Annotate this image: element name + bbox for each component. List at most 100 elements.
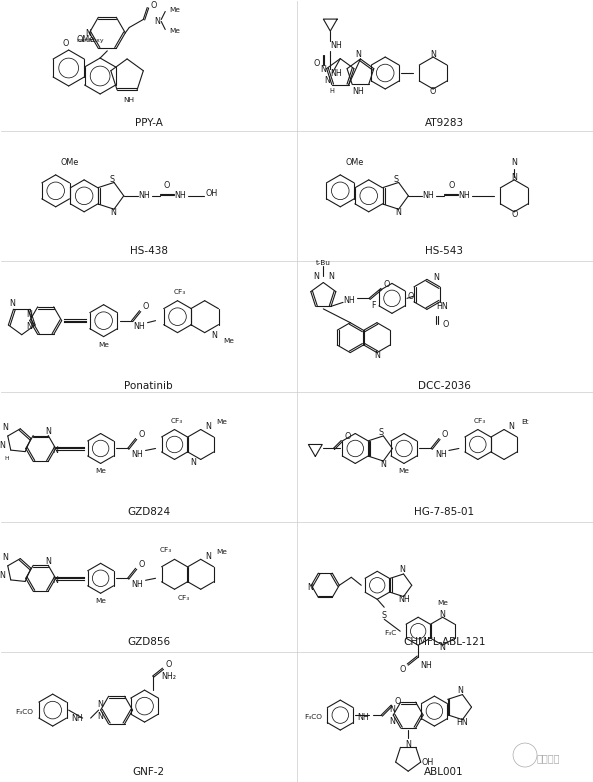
Text: GNF-2: GNF-2 [132,767,165,777]
Text: F₃CO: F₃CO [15,709,34,715]
Text: N: N [9,300,15,308]
Text: CF₃: CF₃ [160,547,171,554]
Text: N: N [0,571,5,579]
Text: N: N [53,576,59,585]
Text: N: N [205,422,211,431]
Text: N: N [26,322,32,331]
Text: Me: Me [216,419,227,425]
Text: CF₃: CF₃ [173,289,186,295]
Text: N: N [433,273,439,282]
Text: N: N [390,716,396,726]
Text: N: N [380,460,386,468]
Text: S: S [379,429,384,437]
Text: AT9283: AT9283 [425,118,464,128]
Text: S: S [382,611,387,620]
Text: NH: NH [420,661,432,669]
Text: CHMFL-ABL-121: CHMFL-ABL-121 [403,637,486,647]
Text: N: N [97,700,103,708]
Text: N: N [211,332,217,340]
Text: OMe: OMe [60,159,79,167]
Text: Et: Et [521,419,529,425]
Text: N: N [511,173,517,182]
Text: methoxy: methoxy [76,38,104,42]
Text: HG-7-85-01: HG-7-85-01 [414,508,474,518]
Text: H: H [330,88,334,94]
Text: O: O [511,210,517,219]
Text: O: O [62,38,69,48]
Text: N: N [154,17,160,26]
Text: N: N [396,208,401,217]
Text: S: S [109,174,114,184]
Text: GZD856: GZD856 [127,637,170,647]
Text: NH: NH [330,69,342,77]
Text: N: N [324,77,330,85]
Text: NH: NH [435,450,447,459]
Text: OH: OH [206,189,218,199]
Text: N: N [2,423,8,432]
Text: O: O [165,660,172,669]
Text: Me: Me [95,468,106,474]
Text: Me: Me [223,338,234,343]
Text: F₃CO: F₃CO [304,714,323,720]
Text: N: N [45,558,51,566]
Text: O: O [164,181,170,190]
Text: N: N [26,310,32,319]
Text: HN: HN [436,302,448,311]
Text: O: O [408,292,414,301]
Text: OH: OH [421,758,433,766]
Text: S: S [394,174,399,184]
Text: O: O [442,430,448,439]
Text: NH: NH [343,296,355,305]
Text: O: O [138,560,145,569]
Text: N: N [430,50,436,59]
Text: N: N [328,271,334,281]
Text: N: N [190,458,196,467]
Text: NH: NH [138,192,149,200]
Text: N: N [457,686,463,695]
Text: N: N [2,553,8,561]
Text: t-Bu: t-Bu [316,260,331,266]
Text: O: O [448,181,454,190]
Text: N: N [509,422,515,431]
Text: NH₂: NH₂ [161,672,176,680]
Text: N: N [405,740,411,748]
Text: DCC-2036: DCC-2036 [417,381,471,390]
Text: N: N [439,644,445,652]
Text: NH: NH [123,97,135,103]
Text: N: N [313,271,319,281]
Text: N: N [511,158,517,167]
Text: O: O [399,665,406,673]
Text: CF₃: CF₃ [170,418,183,424]
Text: N: N [320,65,326,74]
Text: NH: NH [330,41,342,49]
Text: NH: NH [358,712,369,722]
Text: NH: NH [422,192,434,200]
Text: N: N [0,441,5,450]
Text: PPY-A: PPY-A [135,118,162,128]
Text: HS-438: HS-438 [129,246,168,256]
Text: N: N [85,30,91,38]
Text: N: N [390,705,396,714]
Text: O: O [384,280,390,289]
Text: O: O [313,59,320,67]
Text: ABL001: ABL001 [425,767,464,777]
Text: Me: Me [169,6,180,13]
Text: N: N [97,712,103,720]
Text: OMe: OMe [76,34,95,44]
Text: NH: NH [71,714,82,723]
Text: CF₃: CF₃ [474,418,486,424]
Text: O: O [443,320,449,328]
Text: HS-543: HS-543 [425,246,463,256]
Text: N: N [356,50,361,59]
Text: N: N [111,208,117,217]
Text: O: O [142,302,149,311]
Text: O: O [150,1,157,10]
Text: Me: Me [95,597,106,604]
Text: Me: Me [169,28,180,34]
Text: Me: Me [216,549,227,554]
Text: GZD824: GZD824 [127,508,170,518]
Text: N: N [45,428,51,436]
Text: O: O [430,87,436,96]
Text: NH: NH [458,192,470,200]
Text: NH: NH [174,192,186,200]
